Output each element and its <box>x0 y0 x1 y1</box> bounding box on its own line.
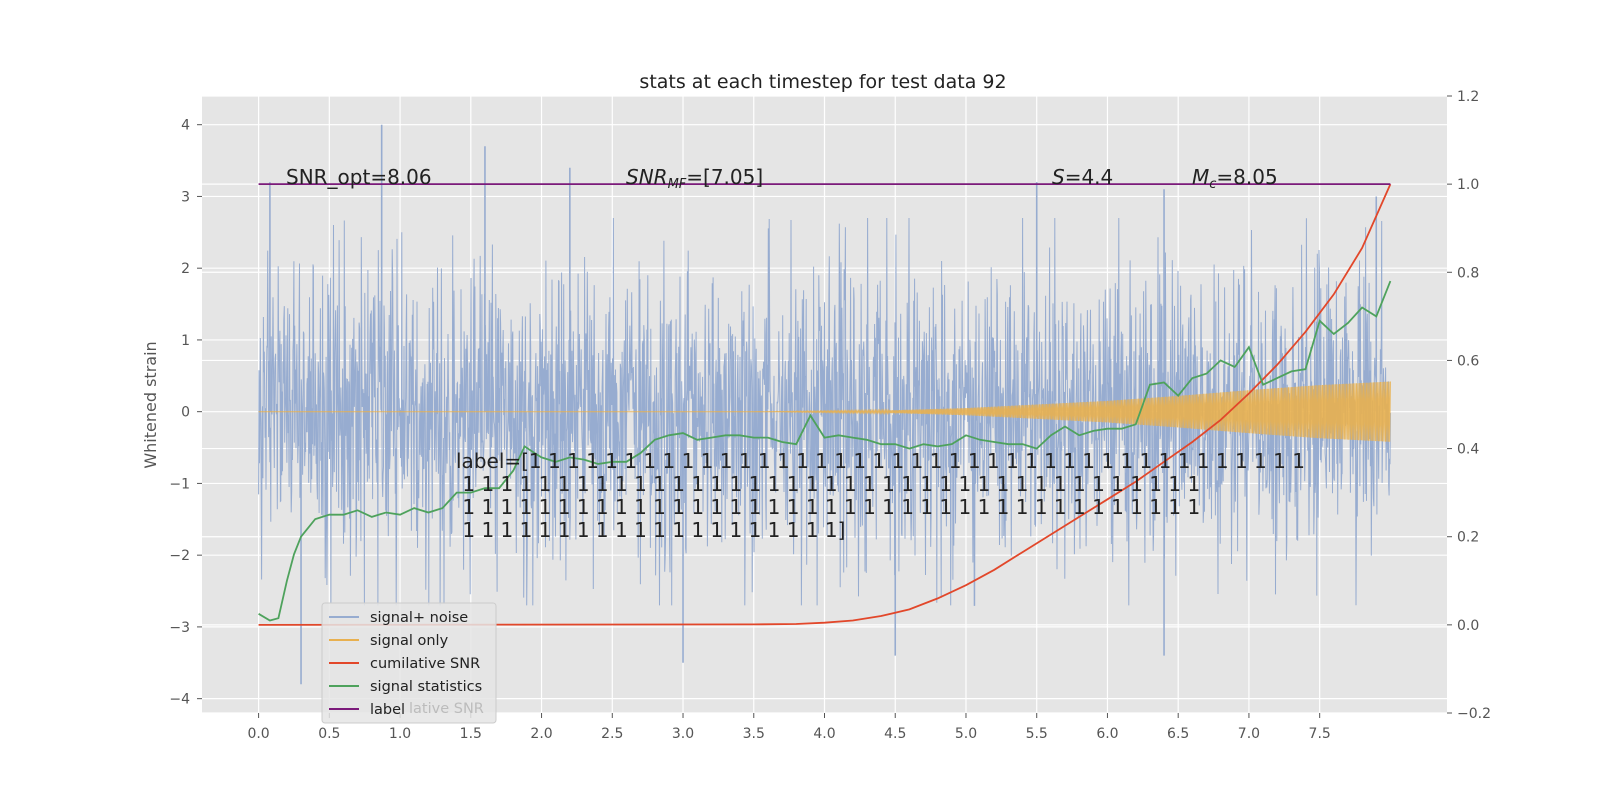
snr-opt-annotation: SNR_opt=8.06 <box>286 165 432 189</box>
legend-ghost-text: lative SNR <box>409 701 484 717</box>
x-tick-label: 3.0 <box>672 726 694 742</box>
legend-label-signal-noise: signal+ noise <box>370 610 468 626</box>
series-layer <box>258 124 1392 685</box>
snr-mf-annotation: SNRMF=[7.05] <box>626 165 763 192</box>
y-tick-label: −4 <box>169 692 190 708</box>
legend-label-signal-statistics: signal statistics <box>370 679 482 695</box>
y-axis-title: Whitened strain <box>141 341 160 468</box>
legend-box <box>321 602 497 724</box>
s-value: =4.4 <box>1065 165 1114 189</box>
mc-symbol: M <box>1192 165 1209 189</box>
y-tick-label: 4 <box>181 118 190 134</box>
x-tick-label: 0.5 <box>318 726 340 742</box>
label-line-3: 1 1 1 1 1 1 1 1 1 1 1 1 1 1 1 1 1 1 1 1 … <box>456 495 1200 519</box>
y2-tick-label: −0.2 <box>1457 706 1491 722</box>
x-tick-label: 6.5 <box>1167 726 1189 742</box>
x-tick-label: 6.0 <box>1096 726 1118 742</box>
x-axis: 0.0 0.5 1.0 1.5 2.0 2.5 3.0 3.5 4.0 4.5 5.0 5.5 6.0 6… <box>247 713 1331 742</box>
x-tick-label: 7.5 <box>1309 726 1331 742</box>
y-tick-label: 3 <box>181 189 190 205</box>
y2-tick-label: 0.0 <box>1457 618 1479 634</box>
y-tick-label: 2 <box>181 261 190 277</box>
snr-mf-symbol: SNR <box>626 165 668 189</box>
x-tick-label: 1.0 <box>389 726 411 742</box>
snr-mf-value: =[7.05] <box>686 165 763 189</box>
left-axis: −4 −3 −2 −1 0 1 2 3 4 <box>169 118 202 708</box>
x-tick-label: 3.5 <box>743 726 765 742</box>
label-line-2: 1 1 1 1 1 1 1 1 1 1 1 1 1 1 1 1 1 1 1 1 … <box>456 472 1200 496</box>
legend-label-label: label <box>370 702 405 718</box>
x-tick-label: 4.5 <box>884 726 906 742</box>
label-annotation: label=[1 1 1 1 1 1 1 1 1 1 1 1 1 1 1 1 1… <box>456 449 1305 542</box>
y2-tick-label: 0.4 <box>1457 442 1479 458</box>
x-tick-label: 2.0 <box>530 726 552 742</box>
legend-entry-label: label <box>329 702 405 718</box>
series-signal-only-line <box>258 381 1391 442</box>
legend-label-signal-only: signal only <box>370 633 449 649</box>
series-cumilative-snr-line <box>258 183 1392 626</box>
label-line-1: label=[1 1 1 1 1 1 1 1 1 1 1 1 1 1 1 1 1… <box>456 449 1305 473</box>
mc-annotation: Mc=8.05 <box>1192 165 1278 192</box>
s-annotation: S=4.4 <box>1052 165 1113 189</box>
label-line-4: 1 1 1 1 1 1 1 1 1 1 1 1 1 1 1 1 1 1 1 1] <box>456 518 845 542</box>
legend-entry-cumilative-snr: cumilative SNR <box>329 656 480 672</box>
x-tick-label: 5.0 <box>955 726 977 742</box>
y2-tick-label: 1.2 <box>1457 89 1479 105</box>
y2-tick-label: 0.2 <box>1457 530 1479 546</box>
snr-mf-subscript: MF <box>668 177 687 192</box>
y-tick-label: 1 <box>181 333 190 349</box>
x-tick-label: 5.5 <box>1026 726 1048 742</box>
x-tick-label: 7.0 <box>1238 726 1260 742</box>
y-tick-label: −1 <box>169 476 190 492</box>
mc-subscript: c <box>1209 177 1216 192</box>
y2-tick-label: 1.0 <box>1457 177 1479 193</box>
y-tick-label: −2 <box>169 548 190 564</box>
x-tick-label: 2.5 <box>601 726 623 742</box>
legend: lative SNR signal+ noise signal only cum… <box>321 602 497 724</box>
right-axis: −0.2 0.0 0.2 0.4 0.6 0.8 1.0 1.2 <box>1447 89 1491 722</box>
s-symbol: S <box>1052 165 1065 189</box>
legend-entry-signal-only: signal only <box>329 633 449 649</box>
legend-entry-signal-noise: signal+ noise <box>329 610 468 626</box>
x-tick-label: 0.0 <box>247 726 269 742</box>
x-tick-label: 1.5 <box>460 726 482 742</box>
y-tick-label: −3 <box>169 620 190 636</box>
x-tick-label: 4.0 <box>813 726 835 742</box>
legend-entry-signal-statistics: signal statistics <box>329 679 482 695</box>
y2-tick-label: 0.8 <box>1457 265 1479 281</box>
y2-tick-label: 0.6 <box>1457 353 1479 369</box>
mc-value: =8.05 <box>1216 165 1277 189</box>
legend-label-cumilative-snr: cumilative SNR <box>370 656 480 672</box>
y-tick-label: 0 <box>181 405 190 421</box>
chart-title: stats at each timestep for test data 92 <box>639 71 1006 93</box>
